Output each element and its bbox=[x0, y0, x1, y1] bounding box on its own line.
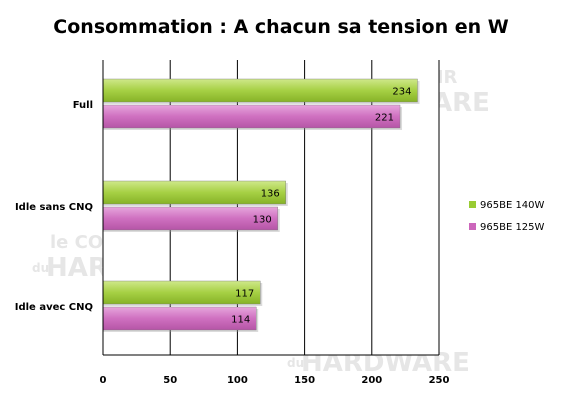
category-label: Idle sans CNQ bbox=[15, 202, 93, 213]
bar bbox=[102, 78, 418, 103]
x-tick-label: 50 bbox=[163, 375, 177, 386]
x-tick-label: 250 bbox=[429, 375, 450, 386]
data-label: 221 bbox=[375, 113, 394, 124]
data-label: 136 bbox=[261, 189, 280, 200]
chart-title: Consommation : A chacun sa tension en W bbox=[53, 16, 508, 38]
category-labels: Full Idle sans CNQ Idle avec CNQ bbox=[15, 100, 93, 313]
legend-label: 965BE 140W bbox=[480, 200, 545, 211]
x-tick-label: 150 bbox=[294, 375, 315, 386]
watermark-line2: du bbox=[32, 261, 49, 275]
category-label: Full bbox=[73, 100, 93, 111]
legend-label: 965BE 125W bbox=[480, 222, 545, 233]
x-tick-label: 0 bbox=[100, 375, 107, 386]
x-tick-label: 200 bbox=[361, 375, 382, 386]
legend: 965BE 140W 965BE 125W bbox=[469, 200, 545, 233]
bar bbox=[102, 180, 286, 205]
watermark-line2: du bbox=[287, 356, 304, 370]
data-label: 234 bbox=[392, 87, 411, 98]
data-label: 114 bbox=[231, 315, 250, 326]
category-label: Idle avec CNQ bbox=[15, 302, 93, 313]
data-label: 130 bbox=[253, 215, 272, 226]
bar bbox=[102, 206, 278, 231]
legend-swatch bbox=[469, 201, 476, 208]
x-tick-labels: 0 50 100 150 200 250 bbox=[100, 375, 450, 386]
legend-swatch bbox=[469, 223, 476, 230]
x-tick-label: 100 bbox=[227, 375, 248, 386]
data-label: 117 bbox=[235, 289, 254, 300]
bars: 234 221 136 130 117 114 bbox=[102, 78, 420, 332]
bar bbox=[102, 104, 401, 129]
